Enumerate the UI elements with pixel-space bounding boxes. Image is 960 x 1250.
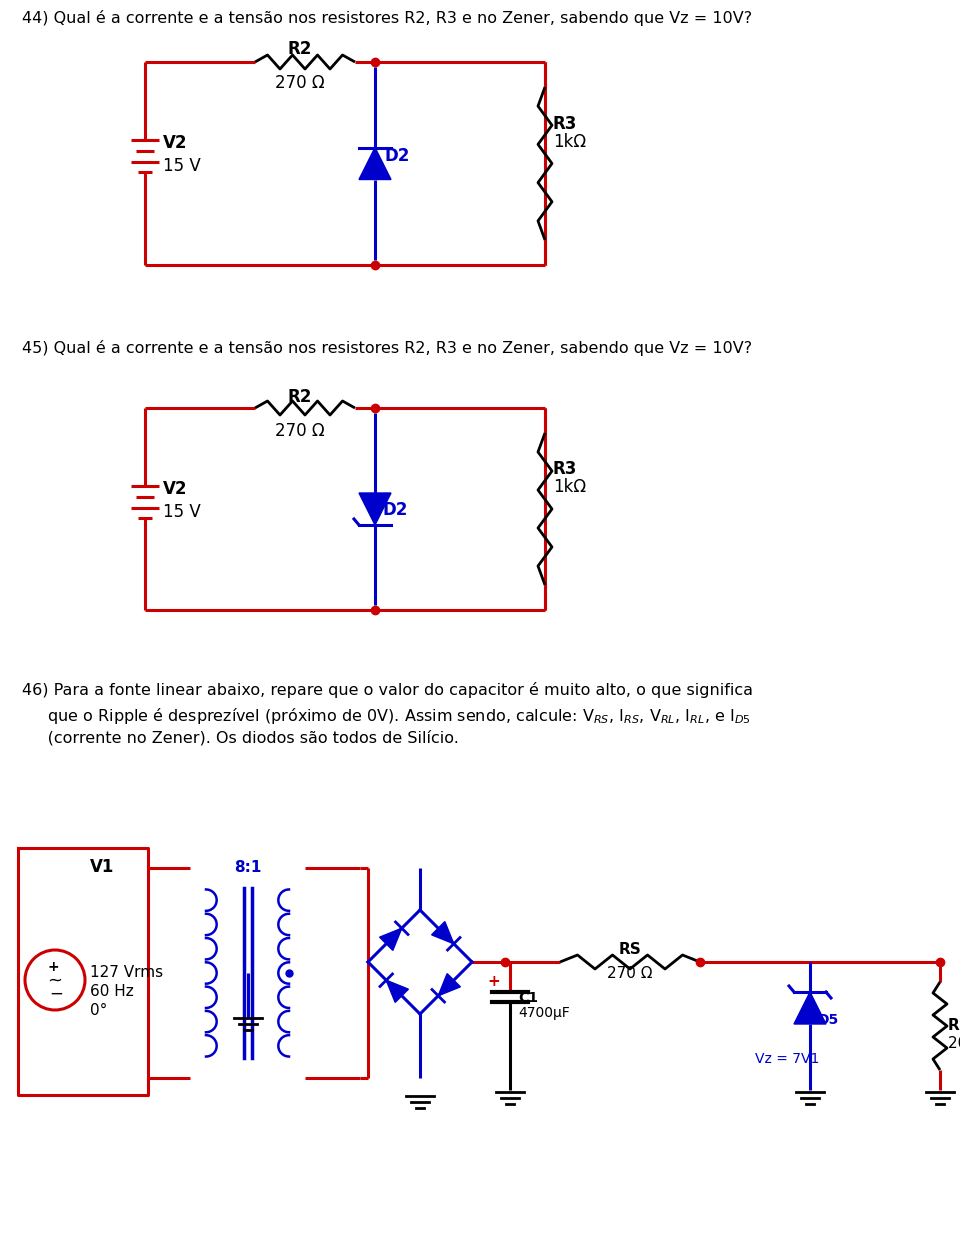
Text: 46) Para a fonte linear abaixo, repare que o valor do capacitor é muito alto, o : 46) Para a fonte linear abaixo, repare q… <box>22 682 753 698</box>
Text: 270 Ω: 270 Ω <box>276 422 324 440</box>
Text: R3: R3 <box>553 115 577 132</box>
Polygon shape <box>432 921 454 944</box>
Text: 270 Ω: 270 Ω <box>608 966 653 981</box>
Text: C1: C1 <box>518 991 538 1005</box>
Text: 1kΩ: 1kΩ <box>553 132 587 151</box>
Text: D2: D2 <box>383 501 408 519</box>
Text: R2: R2 <box>288 40 312 58</box>
Text: 15 V: 15 V <box>163 503 201 521</box>
Text: RS: RS <box>618 942 641 958</box>
Text: V2: V2 <box>163 134 187 152</box>
Polygon shape <box>379 929 402 950</box>
Text: Vz = 7V1: Vz = 7V1 <box>755 1052 820 1066</box>
Text: (corrente no Zener). Os diodos são todos de Silício.: (corrente no Zener). Os diodos são todos… <box>22 730 459 745</box>
Text: 1kΩ: 1kΩ <box>553 478 587 496</box>
Text: D5: D5 <box>818 1013 839 1028</box>
Text: 8:1: 8:1 <box>234 860 261 875</box>
Text: ~: ~ <box>47 972 62 990</box>
Text: +: + <box>47 960 59 974</box>
Polygon shape <box>794 992 826 1024</box>
Text: +: + <box>488 975 500 990</box>
Text: R2: R2 <box>288 388 312 406</box>
Text: 200 Ω: 200 Ω <box>948 1036 960 1051</box>
Text: D2: D2 <box>385 148 410 165</box>
Text: 4700μF: 4700μF <box>518 1006 569 1020</box>
Text: V2: V2 <box>163 480 187 498</box>
Text: V1: V1 <box>90 858 114 876</box>
Text: RL: RL <box>948 1017 960 1032</box>
Polygon shape <box>359 492 391 525</box>
Text: 0°: 0° <box>90 1003 108 1018</box>
Polygon shape <box>386 980 408 1002</box>
Text: 15 V: 15 V <box>163 158 201 175</box>
Polygon shape <box>359 148 391 180</box>
Polygon shape <box>438 974 461 996</box>
Text: R3: R3 <box>553 460 577 478</box>
Text: −: − <box>49 985 63 1002</box>
Text: 44) Qual é a corrente e a tensão nos resistores R2, R3 e no Zener, sabendo que V: 44) Qual é a corrente e a tensão nos res… <box>22 10 752 26</box>
Text: 45) Qual é a corrente e a tensão nos resistores R2, R3 e no Zener, sabendo que V: 45) Qual é a corrente e a tensão nos res… <box>22 340 752 356</box>
Text: 127 Vrms: 127 Vrms <box>90 965 163 980</box>
Text: que o Ripple é desprezível (próximo de 0V). Assim sendo, calcule: V$_{RS}$, I$_{: que o Ripple é desprezível (próximo de 0… <box>22 706 751 726</box>
Text: 60 Hz: 60 Hz <box>90 984 133 999</box>
Text: 270 Ω: 270 Ω <box>276 74 324 92</box>
